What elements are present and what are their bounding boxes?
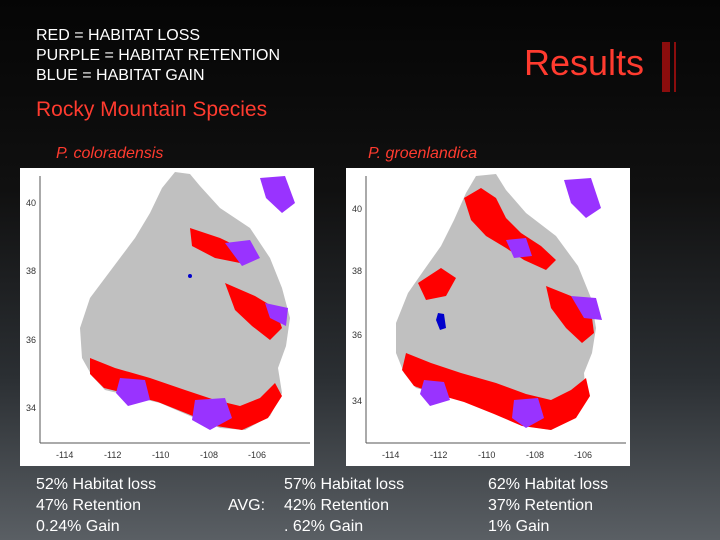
map-coloradensis: 40 38 36 34 -114 -112 -110 -108 -106 [20,168,314,466]
y-tick-label: 34 [352,396,362,406]
slide-title: Results [524,42,645,83]
species-label-coloradensis: P. coloradensis [56,145,164,162]
loss-area-north [464,188,556,270]
stat-habitat-loss: 62% Habitat loss [488,476,609,493]
stat-gain: 1% Gain [488,518,550,535]
range-area [396,174,596,430]
x-tick-label: -106 [248,450,266,460]
x-tick-label: -110 [152,450,169,460]
color-legend: RED = HABITAT LOSS PURPLE = HABITAT RETE… [36,26,280,86]
x-tick-label: -108 [200,450,218,460]
y-tick-label: 36 [26,335,36,345]
retention-area-mid [506,238,532,258]
stat-avg-gain: . 62% Gain [284,518,364,535]
loss-area-east [546,286,594,343]
stats-coloradensis: 52% Habitat loss 47% Retention 0.24% Gai… [36,474,156,537]
avg-label: AVG: [228,497,266,514]
retention-area-southeast [512,398,544,428]
y-tick-label: 34 [26,403,36,413]
stat-retention: 37% Retention [488,497,593,514]
stats-average: 57% Habitat loss 42% Retention . 62% Gai… [284,474,404,537]
retention-area-southwest [116,378,150,406]
x-tick-label: -114 [382,450,399,460]
avg-label-wrap: AVG: [228,474,266,516]
retention-area-southeast [192,398,232,430]
legend-blue: BLUE = HABITAT GAIN [36,67,205,84]
x-tick-label: -112 [430,450,447,460]
gain-area [188,274,192,278]
y-tick-label: 38 [352,266,362,276]
loss-area-south [402,353,590,430]
range-area [80,172,290,430]
stat-habitat-loss: 52% Habitat loss [36,476,157,493]
loss-area-west [418,268,456,300]
stat-gain: 0.24% Gain [36,518,120,535]
retention-area-southwest [420,380,450,406]
y-tick-label: 40 [352,204,362,214]
retention-area-east [265,303,288,326]
loss-area-east [225,283,282,340]
x-tick-label: -114 [56,450,73,460]
slide-subtitle: Rocky Mountain Species [36,98,268,121]
stat-retention: 47% Retention [36,497,141,514]
retention-area-north [260,176,295,213]
retention-area-east [571,296,602,320]
species-label-groenlandica: P. groenlandica [368,145,478,162]
legend-purple: PURPLE = HABITAT RETENTION [36,47,281,64]
gain-area [436,313,446,330]
retention-area-mid [225,240,260,266]
x-tick-label: -106 [574,450,592,460]
loss-area-north [190,228,245,263]
loss-area-south [90,358,282,430]
y-tick-label: 38 [26,266,36,276]
y-tick-label: 40 [26,198,36,208]
x-tick-label: -110 [478,450,495,460]
x-tick-label: -112 [104,450,121,460]
y-tick-label: 36 [352,330,362,340]
map-frame [365,176,626,444]
retention-area-north [564,178,601,218]
map-frame [39,176,310,444]
title-accent-bar [662,42,670,92]
x-tick-label: -108 [526,450,544,460]
stat-avg-habitat-loss: 57% Habitat loss [284,476,405,493]
stat-avg-retention: 42% Retention [284,497,389,514]
legend-red: RED = HABITAT LOSS [36,27,201,44]
stats-groenlandica: 62% Habitat loss 37% Retention 1% Gain [488,474,608,537]
map-groenlandica: 40 38 36 34 -114 -112 -110 -108 -106 [346,168,630,466]
title-accent-line [674,42,676,92]
